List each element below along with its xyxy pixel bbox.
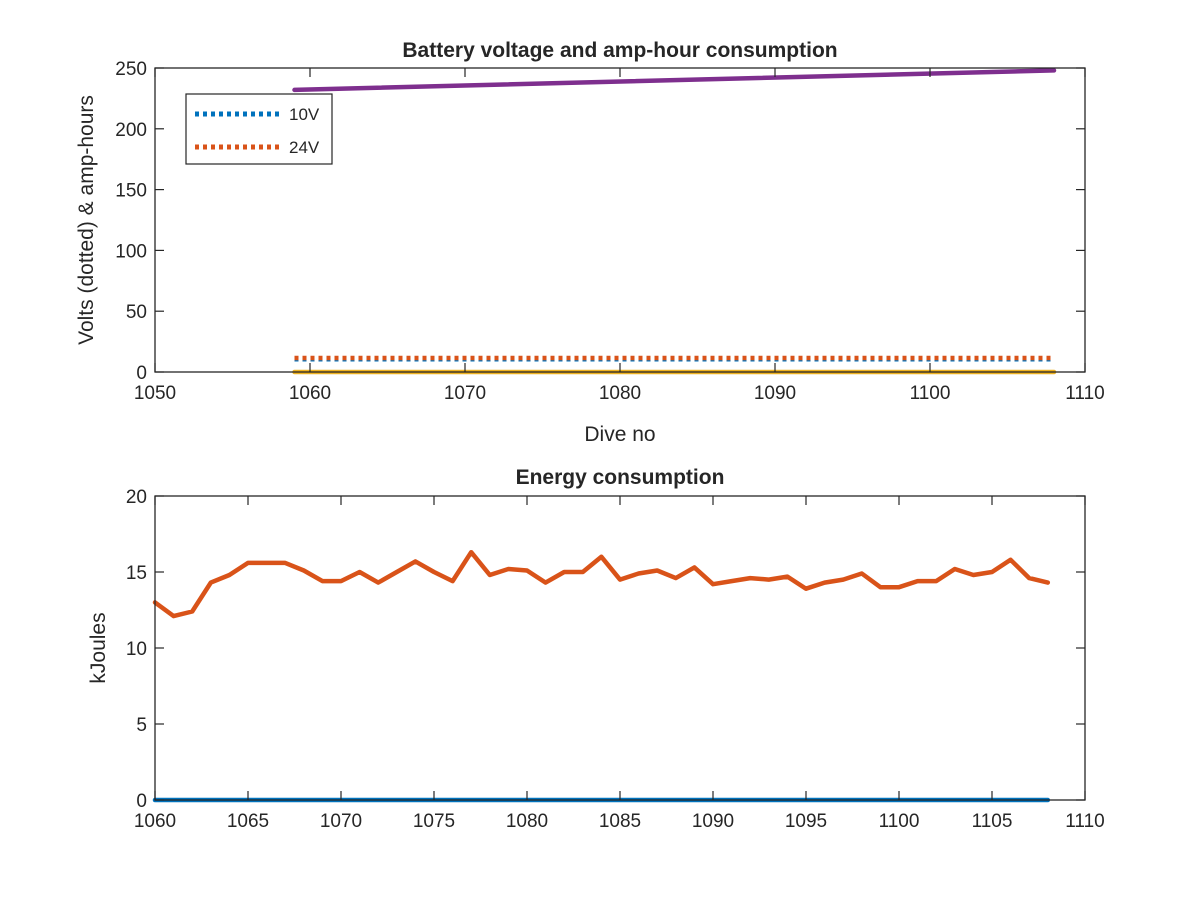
x-tick-label: 1070	[444, 383, 486, 404]
legend-label-10v: 10V	[289, 105, 320, 124]
series-line-4	[292, 68, 1057, 93]
x-tick-label: 1085	[599, 811, 641, 832]
x-tick-label: 1075	[413, 811, 455, 832]
voltage-amphour-axes: Battery voltage and amp-hour consumption…	[75, 39, 1105, 446]
y-tick-label: 20	[126, 487, 147, 508]
axes-box	[154, 495, 1086, 801]
x-tick-label: 1070	[320, 811, 362, 832]
y-axis-label: kJoules	[87, 612, 110, 683]
chart-title: Battery voltage and amp-hour consumption	[402, 39, 837, 62]
energy-axes: Energy consumption kJoules 1060 1065 1070 1…	[87, 466, 1105, 832]
y-tick-label: 250	[115, 59, 147, 80]
x-tick-label: 1100	[910, 383, 951, 404]
x-tick-label: 1090	[754, 383, 796, 404]
y-tick-label: 0	[136, 363, 147, 384]
legend-box	[185, 93, 333, 165]
y-tick-label: 50	[126, 302, 147, 323]
y-axis-label: Volts (dotted) & amp-hours	[75, 95, 98, 345]
y-tick-label: 150	[115, 181, 147, 202]
x-tick-label: 1100	[879, 811, 920, 832]
x-tick-label: 1080	[506, 811, 548, 832]
x-tick-label: 1095	[785, 811, 827, 832]
y-tick-label: 5	[136, 715, 147, 736]
x-tick-label: 1110	[1065, 383, 1104, 404]
y-tick-label: 15	[126, 563, 147, 584]
x-tick-label: 1060	[134, 811, 176, 832]
y-tick-label: 10	[126, 639, 147, 660]
x-tick-label: 1080	[599, 383, 641, 404]
y-tick-label: 200	[115, 120, 147, 141]
x-tick-label: 1050	[134, 383, 176, 404]
series-line-2	[152, 549, 1051, 619]
x-tick-label: 1110	[1065, 811, 1104, 832]
x-tick-label: 1060	[289, 383, 331, 404]
chart-title: Energy consumption	[516, 466, 725, 489]
x-axis-label: Dive no	[584, 423, 655, 446]
legend-label-24v: 24V	[289, 138, 320, 157]
x-tick-label: 1065	[227, 811, 269, 832]
y-tick-label: 0	[136, 791, 147, 812]
y-tick-label: 100	[115, 241, 147, 262]
x-tick-label: 1105	[972, 811, 1013, 832]
x-tick-label: 1090	[692, 811, 734, 832]
legend: 10V 24V	[185, 93, 333, 165]
